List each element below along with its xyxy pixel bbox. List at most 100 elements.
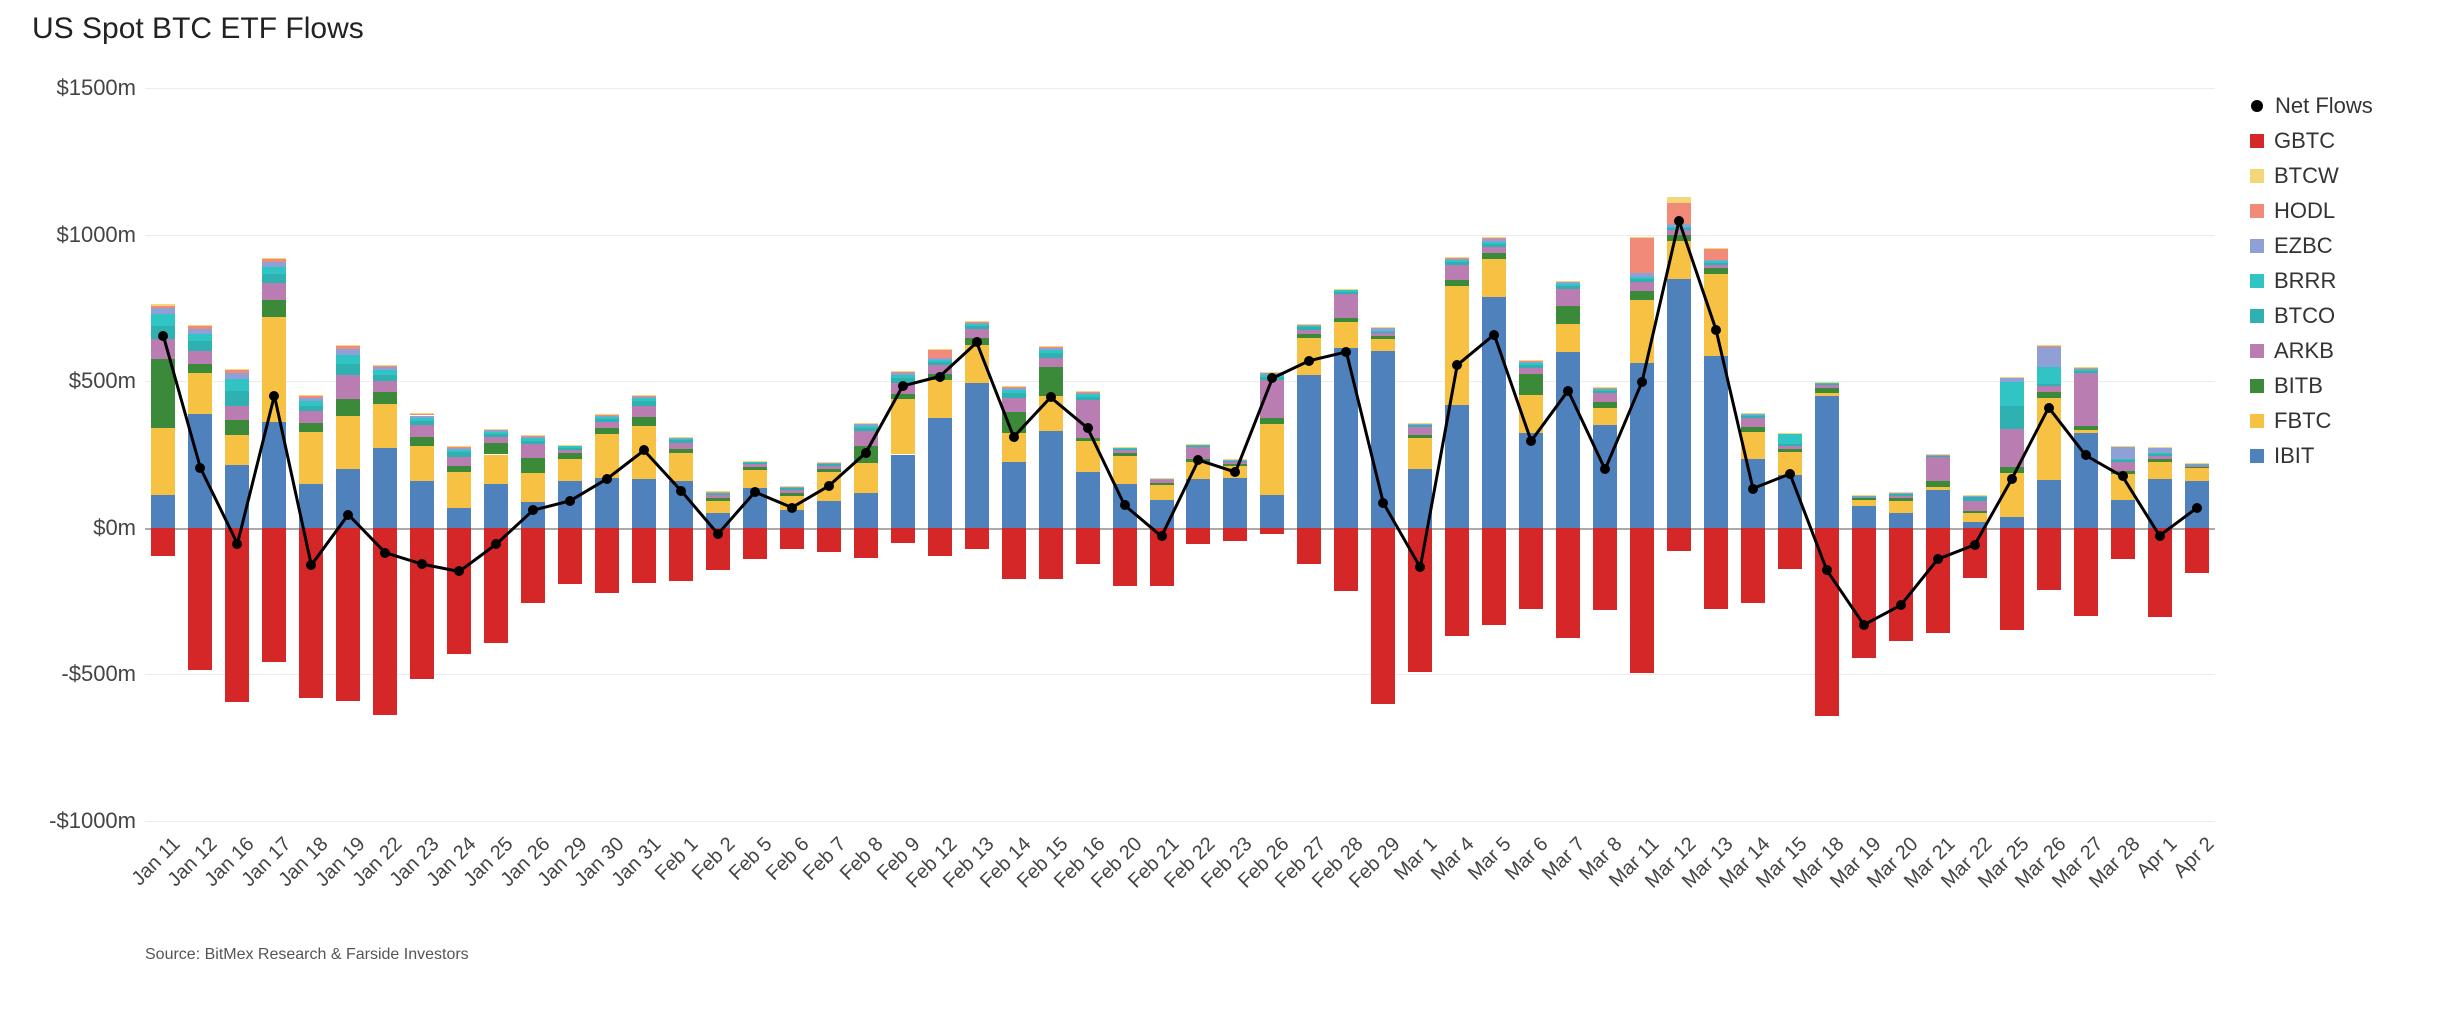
bar-BRRR (1371, 331, 1395, 332)
bar-BTCO (484, 434, 508, 437)
bar-BRRR (484, 432, 508, 434)
bar-GBTC (447, 528, 471, 654)
bar-BITB (1519, 374, 1543, 395)
bar-ARKB (1778, 446, 1802, 449)
bar-FBTC (1371, 339, 1395, 351)
bar-BITB (780, 493, 804, 496)
bar-ARKB (188, 351, 212, 364)
y-tick-label: $0m (93, 515, 136, 541)
net-flows-marker (1120, 500, 1130, 510)
legend-item-BTCO: BTCO (2250, 298, 2373, 333)
bar-EZBC (373, 367, 397, 370)
legend-label: EZBC (2274, 233, 2333, 259)
bar-IBIT (447, 508, 471, 527)
bar-FBTC (410, 446, 434, 481)
bar-ARKB (595, 422, 619, 428)
bar-BTCW (410, 413, 434, 414)
gridline (145, 674, 2215, 675)
net-flows-marker (1711, 325, 1721, 335)
bar-HODL (669, 437, 693, 438)
bar-BTCO (299, 406, 323, 412)
bar-IBIT (2111, 500, 2135, 528)
bar-ARKB (632, 406, 656, 418)
bar-BITB (1482, 253, 1506, 259)
bar-BRRR (1889, 493, 1913, 494)
bar-FBTC (2148, 462, 2172, 480)
bar-ARKB (1260, 380, 1284, 418)
bar-FBTC (1556, 324, 1580, 352)
bar-BRRR (1852, 496, 1876, 497)
legend-swatch-icon (2250, 414, 2264, 428)
legend-item-IBIT: IBIT (2250, 438, 2373, 473)
bar-BTCW (1519, 360, 1543, 361)
bar-BRRR (1741, 415, 1765, 416)
bar-ARKB (1704, 265, 1728, 268)
bar-BTCO (1593, 391, 1617, 393)
bar-HODL (1482, 238, 1506, 239)
bar-BITB (1260, 418, 1284, 424)
bar-GBTC (965, 528, 989, 549)
bar-BTCO (1334, 292, 1358, 294)
bar-FBTC (1815, 393, 1839, 396)
bar-GBTC (1113, 528, 1137, 587)
bar-ARKB (151, 339, 175, 358)
bar-GBTC (1630, 528, 1654, 673)
bar-GBTC (1039, 528, 1063, 580)
net-flows-marker (269, 391, 279, 401)
bar-BTCW (632, 395, 656, 396)
bar-GBTC (1815, 528, 1839, 717)
bar-HODL (336, 346, 360, 349)
legend-swatch-icon (2250, 239, 2264, 253)
bar-EZBC (188, 329, 212, 333)
bar-BRRR (2000, 382, 2024, 405)
bar-ARKB (1223, 462, 1247, 464)
bar-EZBC (447, 448, 471, 449)
net-flows-marker (2118, 471, 2128, 481)
bar-BRRR (595, 417, 619, 419)
bar-BITB (1630, 291, 1654, 300)
bar-BTCO (1963, 496, 1987, 500)
y-tick-label: $1500m (56, 75, 136, 101)
bar-IBIT (2000, 517, 2024, 528)
net-flows-marker (750, 487, 760, 497)
bar-BITB (1113, 453, 1137, 456)
bar-IBIT (1593, 425, 1617, 528)
bar-IBIT (1556, 352, 1580, 528)
bar-BITB (262, 300, 286, 316)
bar-ARKB (410, 425, 434, 437)
bar-BRRR (1926, 455, 1950, 456)
bar-EZBC (1445, 259, 1469, 260)
net-flows-marker (1193, 455, 1203, 465)
bar-ARKB (669, 443, 693, 449)
gridline (145, 235, 2215, 236)
bar-EZBC (299, 398, 323, 401)
bar-GBTC (410, 528, 434, 679)
bar-IBIT (1223, 478, 1247, 528)
bar-BITB (1741, 427, 1765, 431)
bar-IBIT (780, 510, 804, 528)
bar-BTCO (2111, 460, 2135, 461)
bar-BTCO (521, 441, 545, 444)
bar-BRRR (1630, 277, 1654, 279)
net-flows-marker (1526, 436, 1536, 446)
bar-BITB (1223, 464, 1247, 466)
bar-BTCO (1408, 425, 1432, 426)
bar-BITB (1334, 318, 1358, 322)
bar-EZBC (706, 492, 730, 493)
gridline (145, 381, 2215, 382)
bar-EZBC (1113, 447, 1137, 448)
net-flows-marker (2044, 403, 2054, 413)
legend-item-EZBC: EZBC (2250, 228, 2373, 263)
bar-BTCO (706, 493, 730, 494)
bar-GBTC (1260, 528, 1284, 534)
net-flows-marker (491, 539, 501, 549)
bar-BRRR (410, 418, 434, 421)
bar-FBTC (1667, 241, 1691, 279)
bar-IBIT (1852, 506, 1876, 528)
bar-BTCO (669, 440, 693, 442)
net-flows-marker (2007, 474, 2017, 484)
bar-BITB (706, 498, 730, 501)
bar-BTCO (1002, 393, 1026, 397)
bar-ARKB (1889, 496, 1913, 499)
bar-BTCW (225, 369, 249, 370)
